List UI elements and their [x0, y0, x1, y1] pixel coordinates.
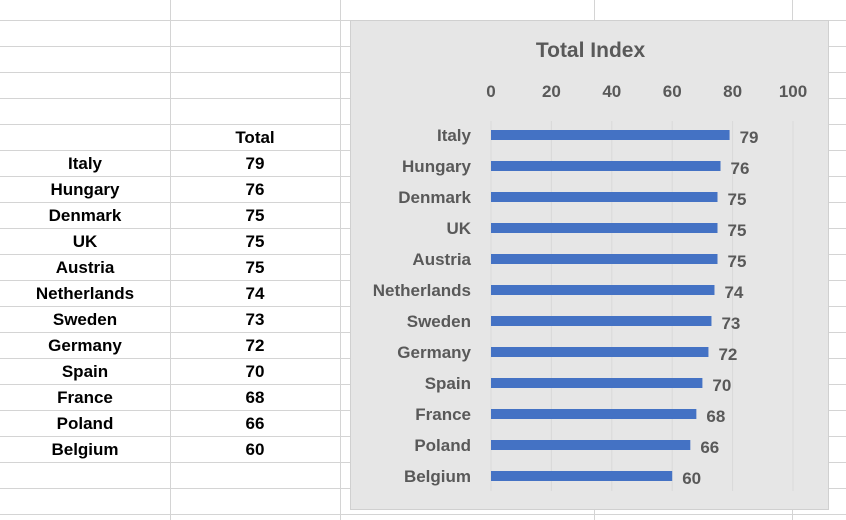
data-label: 60	[682, 469, 701, 488]
x-tick-label: 100	[779, 82, 807, 101]
country-cell[interactable]: Belgium	[51, 440, 119, 459]
country-cell[interactable]: Hungary	[50, 180, 120, 199]
total-cell[interactable]: 73	[245, 310, 265, 329]
country-cell[interactable]: UK	[72, 232, 98, 251]
country-cell[interactable]: Spain	[61, 362, 109, 381]
total-cell[interactable]: 75	[245, 258, 265, 277]
category-label: UK	[446, 219, 471, 238]
chart-plot-area: 0 20 40 60 80 100 Italy 79 Hungary 76 Denmark 75 UK 7…	[373, 82, 807, 491]
data-label: 72	[718, 345, 737, 364]
bar	[491, 254, 718, 264]
data-label: 79	[740, 128, 759, 147]
column-divider	[170, 0, 171, 520]
country-cell[interactable]: Austria	[55, 258, 115, 277]
category-label: Spain	[425, 374, 471, 393]
country-cell[interactable]: Denmark	[48, 206, 122, 225]
category-label: France	[415, 405, 471, 424]
category-label: Sweden	[407, 312, 471, 331]
bar	[491, 316, 712, 326]
bar	[491, 130, 730, 140]
category-label: Netherlands	[373, 281, 471, 300]
bar	[491, 471, 673, 481]
category-label: Italy	[437, 126, 472, 145]
data-label: 75	[728, 252, 747, 271]
data-label: 70	[712, 376, 731, 395]
data-label: 73	[721, 314, 740, 333]
x-tick-label: 80	[723, 82, 742, 101]
total-cell[interactable]: 76	[245, 180, 265, 199]
bar	[491, 223, 718, 233]
bar	[491, 409, 697, 419]
total-cell[interactable]: 60	[245, 440, 265, 459]
data-label: 76	[731, 159, 750, 178]
category-label: Germany	[397, 343, 471, 362]
country-cell[interactable]: Sweden	[52, 310, 118, 329]
x-tick-label: 60	[663, 82, 682, 101]
bar	[491, 161, 721, 171]
bar	[491, 285, 715, 295]
total-cell[interactable]: 79	[245, 154, 265, 173]
data-label: 66	[700, 438, 719, 457]
bar	[491, 192, 718, 202]
country-cell[interactable]: Germany	[48, 336, 122, 355]
total-cell[interactable]: 70	[245, 362, 265, 381]
category-label: Denmark	[398, 188, 471, 207]
chart-title: Total Index	[535, 39, 646, 62]
data-label: 68	[706, 407, 725, 426]
bar	[491, 440, 691, 450]
country-cell[interactable]: Netherlands	[35, 284, 135, 303]
data-label: 74	[724, 283, 743, 302]
bar	[491, 378, 703, 388]
total-cell[interactable]: 72	[245, 336, 265, 355]
x-tick-label: 20	[542, 82, 561, 101]
row-divider	[0, 514, 846, 515]
total-cell[interactable]: 75	[245, 206, 265, 225]
country-cell[interactable]: Poland	[56, 414, 114, 433]
total-cell[interactable]: 66	[245, 414, 265, 433]
country-cell[interactable]: Italy	[67, 154, 103, 173]
total-cell[interactable]: 75	[245, 232, 265, 251]
bar-chart[interactable]: Total Index 0 20 40 60 80 100 Italy 79 Hungary 76…	[350, 20, 829, 510]
total-column-header[interactable]: Total	[235, 128, 275, 147]
x-tick-label: 40	[602, 82, 621, 101]
category-label: Hungary	[402, 157, 472, 176]
bar	[491, 347, 709, 357]
x-tick-label: 0	[486, 82, 495, 101]
category-label: Poland	[414, 436, 471, 455]
data-label: 75	[728, 190, 747, 209]
country-cell[interactable]: France	[57, 388, 113, 407]
category-label: Austria	[412, 250, 471, 269]
data-label: 75	[728, 221, 747, 240]
total-cell[interactable]: 68	[245, 388, 265, 407]
total-cell[interactable]: 74	[245, 284, 265, 303]
category-label: Belgium	[404, 467, 471, 486]
column-divider	[340, 0, 341, 520]
